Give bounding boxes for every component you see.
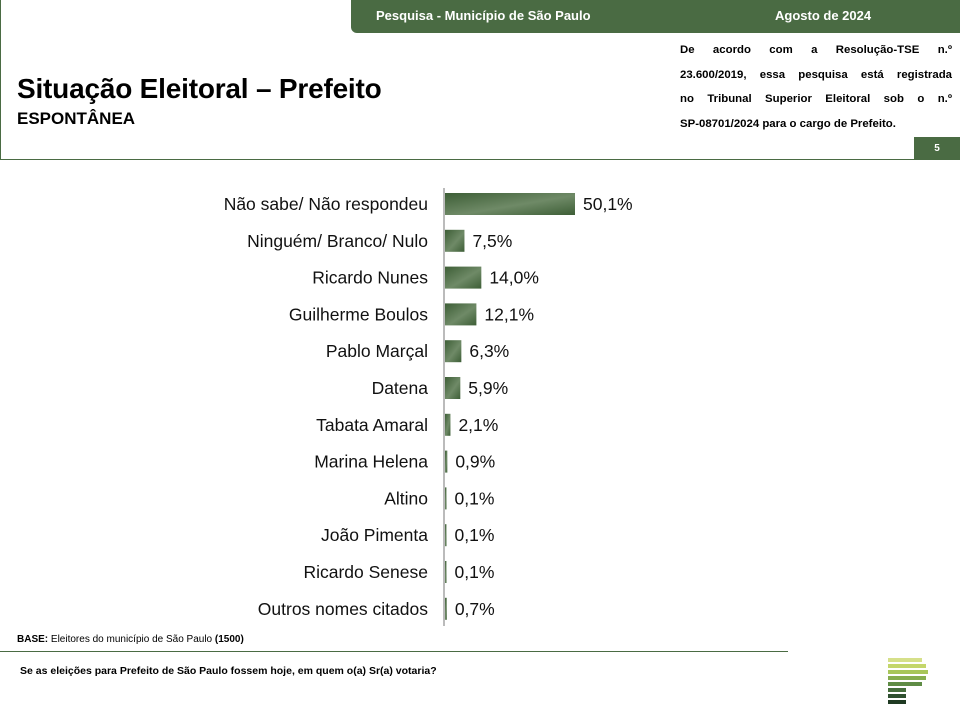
category-label: Pablo Marçal: [326, 341, 428, 361]
bar: [445, 450, 448, 473]
disclaimer-line: 23.600/2019, essa pesquisa está registra…: [680, 68, 952, 81]
category-label: Ricardo Nunes: [312, 268, 428, 288]
bar: [445, 193, 575, 215]
tse-disclaimer: De acordo com a Resolução-TSE n.º 23.600…: [680, 38, 952, 136]
bar: [445, 597, 447, 620]
page-subtitle: ESPONTÂNEA: [17, 109, 136, 128]
left-border-line: [0, 0, 1, 160]
category-label: Tabata Amaral: [316, 415, 428, 435]
category-label: Outros nomes citados: [258, 599, 428, 619]
bar: [445, 340, 462, 363]
base-text: Eleitores do município de São Paulo: [50, 634, 213, 645]
category-label: Datena: [372, 378, 429, 398]
bar: [445, 413, 451, 436]
disclaimer-line: no Tribunal Superior Eleitoral sob o n.º: [680, 93, 952, 105]
value-label: 2,1%: [458, 415, 498, 435]
base-note: BASE: Eleitores do município de São Paul…: [17, 634, 244, 645]
value-label: 7,5%: [472, 231, 512, 251]
bar: [445, 377, 461, 399]
category-label: Guilherme Boulos: [289, 304, 428, 324]
disclaimer-line: SP-08701/2024 para o cargo de Prefeito.: [680, 117, 896, 130]
category-label: Ricardo Senese: [303, 562, 428, 582]
page-number: 5: [914, 137, 960, 160]
bar: [445, 524, 447, 547]
base-count: (1500): [214, 634, 244, 645]
category-label: João Pimenta: [321, 525, 428, 545]
value-label: 0,9%: [455, 452, 495, 472]
value-label: 12,1%: [484, 304, 534, 324]
value-label: 6,3%: [469, 341, 509, 361]
survey-question: Se as eleições para Prefeito de São Paul…: [20, 665, 437, 677]
header-divider: [0, 159, 960, 160]
category-label: Marina Helena: [314, 452, 428, 472]
bar: [445, 303, 477, 326]
survey-header-bar: Pesquisa - Município de São Paulo Agosto…: [351, 0, 960, 33]
institute-logo: [888, 658, 928, 704]
value-label: 0,1%: [455, 488, 495, 508]
footer-divider: [0, 651, 788, 652]
survey-name: Pesquisa - Município de São Paulo: [376, 8, 591, 23]
bar-chart: Não sabe/ Não respondeu 50,1% Ninguém/ Bra…: [224, 188, 633, 626]
bar: [445, 229, 465, 252]
value-label: 0,7%: [455, 599, 495, 619]
category-label: Não sabe/ Não respondeu: [224, 194, 428, 214]
category-label: Altino: [384, 488, 428, 508]
value-label: 14,0%: [489, 268, 539, 288]
category-label: Ninguém/ Branco/ Nulo: [247, 231, 428, 251]
base-label: BASE:: [17, 634, 49, 645]
bar: [445, 266, 482, 289]
value-label: 50,1%: [583, 194, 633, 214]
value-label: 5,9%: [468, 378, 508, 398]
survey-date: Agosto de 2024: [775, 8, 872, 23]
value-label: 0,1%: [455, 525, 495, 545]
bar: [445, 487, 447, 510]
page-title: Situação Eleitoral – Prefeito: [17, 73, 382, 104]
value-label: 0,1%: [455, 562, 495, 582]
bar: [445, 561, 447, 583]
disclaimer-line: De acordo com a Resolução-TSE n.º: [680, 44, 952, 56]
